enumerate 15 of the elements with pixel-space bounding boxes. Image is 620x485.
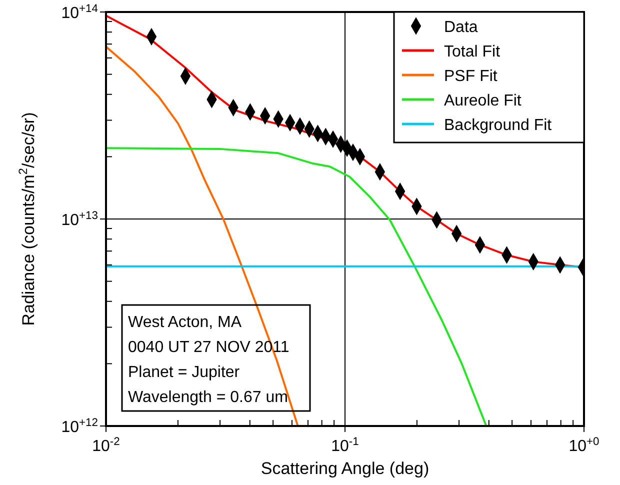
legend-label: Total Fit — [444, 44, 501, 60]
legend-label: Aureole Fit — [444, 92, 522, 110]
y-tick-label: 10$^{+12}$ — [61, 417, 98, 436]
annotation: Wavelength = 0.67 um — [128, 389, 288, 406]
x-tick-label: 10$^{-1}$ — [331, 436, 359, 455]
x-axis-title: Scattering Angle (deg) — [260, 459, 430, 478]
annotation: West Acton, MA — [128, 314, 242, 331]
legend-label: PSF Fit — [444, 68, 498, 85]
x-tick-label: 10$^{-2}$ — [92, 436, 120, 455]
legend-label: Background Fit — [444, 117, 552, 134]
legend-label: Data — [444, 19, 478, 36]
y-tick-label: 10$^{+13}$ — [61, 210, 98, 229]
x-tick-label: 10$^{+0}$ — [568, 436, 600, 455]
y-tick-label: 10$^{+14}$ — [61, 3, 98, 22]
annotation: Planet = Jupiter — [128, 364, 240, 381]
